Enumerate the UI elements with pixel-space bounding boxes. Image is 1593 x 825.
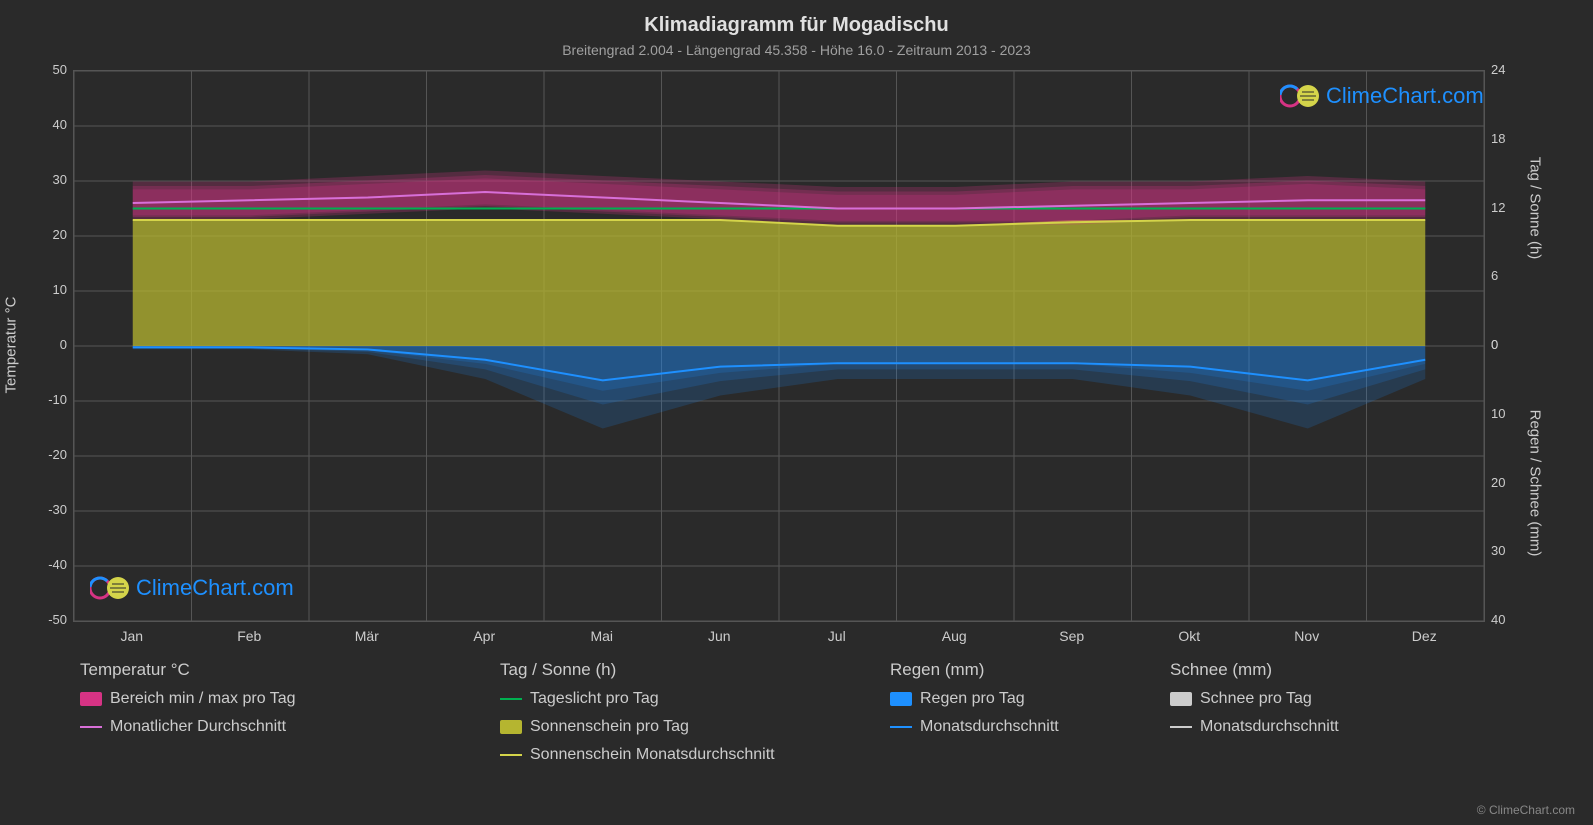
month-label: Nov xyxy=(1277,628,1337,644)
legend-label: Regen pro Tag xyxy=(920,690,1025,708)
left-tick-label: 0 xyxy=(33,337,67,352)
legend-item: Bereich min / max pro Tag xyxy=(80,690,296,708)
month-label: Aug xyxy=(924,628,984,644)
legend-label: Monatsdurchschnitt xyxy=(1200,718,1339,736)
left-tick-label: 20 xyxy=(33,227,67,242)
legend-item: Sonnenschein Monatsdurchschnitt xyxy=(500,746,775,764)
copyright-text: © ClimeChart.com xyxy=(1477,803,1575,817)
legend-swatch xyxy=(1170,726,1192,728)
right2-tick-label: 0 xyxy=(1491,337,1498,352)
legend-label: Sonnenschein pro Tag xyxy=(530,718,689,736)
legend-swatch xyxy=(1170,692,1192,706)
legend-label: Sonnenschein Monatsdurchschnitt xyxy=(530,746,775,764)
climechart-logo: ClimeChart.com xyxy=(90,574,294,602)
legend-item: Monatsdurchschnitt xyxy=(890,718,1059,736)
legend-item: Regen pro Tag xyxy=(890,690,1025,708)
month-label: Feb xyxy=(219,628,279,644)
right-axis1-label: Tag / Sonne (h) xyxy=(1527,156,1544,259)
logo-text: ClimeChart.com xyxy=(136,575,294,601)
legend-swatch xyxy=(500,754,522,756)
left-tick-label: -10 xyxy=(33,392,67,407)
month-label: Mär xyxy=(337,628,397,644)
left-tick-label: -50 xyxy=(33,612,67,627)
logo-text: ClimeChart.com xyxy=(1326,83,1484,109)
chart-title: Klimadiagramm für Mogadischu xyxy=(0,14,1593,37)
left-tick-label: 50 xyxy=(33,62,67,77)
climate-chart: Klimadiagramm für Mogadischu Breitengrad… xyxy=(0,0,1593,825)
left-tick-label: 30 xyxy=(33,172,67,187)
legend-item: Schnee pro Tag xyxy=(1170,690,1312,708)
right-axis2-label: Regen / Schnee (mm) xyxy=(1527,409,1544,556)
plot-svg xyxy=(74,71,1484,621)
legend-group-title: Tag / Sonne (h) xyxy=(500,660,616,680)
right1-tick-label: 12 xyxy=(1491,200,1505,215)
right2-tick-label: 40 xyxy=(1491,612,1505,627)
legend-item: Monatlicher Durchschnitt xyxy=(80,718,286,736)
legend-label: Bereich min / max pro Tag xyxy=(110,690,296,708)
logo-icon xyxy=(1280,82,1320,110)
legend-item: Monatsdurchschnitt xyxy=(1170,718,1339,736)
legend-swatch xyxy=(890,692,912,706)
legend-item: Tageslicht pro Tag xyxy=(500,690,659,708)
left-tick-label: 40 xyxy=(33,117,67,132)
legend-swatch xyxy=(890,726,912,728)
month-label: Okt xyxy=(1159,628,1219,644)
month-label: Mai xyxy=(572,628,632,644)
legend-swatch xyxy=(80,692,102,706)
climechart-logo: ClimeChart.com xyxy=(1280,82,1484,110)
legend-swatch xyxy=(500,720,522,734)
legend-label: Schnee pro Tag xyxy=(1200,690,1312,708)
sunshine-area xyxy=(133,220,1426,346)
right1-tick-label: 6 xyxy=(1491,268,1498,283)
left-tick-label: -40 xyxy=(33,557,67,572)
legend-label: Tageslicht pro Tag xyxy=(530,690,659,708)
chart-subtitle: Breitengrad 2.004 - Längengrad 45.358 - … xyxy=(0,42,1593,58)
legend-label: Monatsdurchschnitt xyxy=(920,718,1059,736)
right1-tick-label: 18 xyxy=(1491,131,1505,146)
right2-tick-label: 20 xyxy=(1491,475,1505,490)
month-label: Jun xyxy=(689,628,749,644)
legend-group-title: Schnee (mm) xyxy=(1170,660,1272,680)
legend-group-title: Regen (mm) xyxy=(890,660,984,680)
right2-tick-label: 30 xyxy=(1491,543,1505,558)
legend-swatch xyxy=(500,698,522,700)
right1-tick-label: 24 xyxy=(1491,62,1505,77)
logo-icon xyxy=(90,574,130,602)
left-tick-label: 10 xyxy=(33,282,67,297)
right2-tick-label: 10 xyxy=(1491,406,1505,421)
left-tick-label: -20 xyxy=(33,447,67,462)
legend-label: Monatlicher Durchschnitt xyxy=(110,718,286,736)
left-tick-label: -30 xyxy=(33,502,67,517)
month-label: Apr xyxy=(454,628,514,644)
left-axis-label: Temperatur °C xyxy=(3,297,20,394)
month-label: Dez xyxy=(1394,628,1454,644)
legend-swatch xyxy=(80,726,102,728)
legend-item: Sonnenschein pro Tag xyxy=(500,718,689,736)
month-label: Jul xyxy=(807,628,867,644)
plot-area xyxy=(73,70,1485,622)
month-label: Jan xyxy=(102,628,162,644)
legend-group-title: Temperatur °C xyxy=(80,660,190,680)
month-label: Sep xyxy=(1042,628,1102,644)
